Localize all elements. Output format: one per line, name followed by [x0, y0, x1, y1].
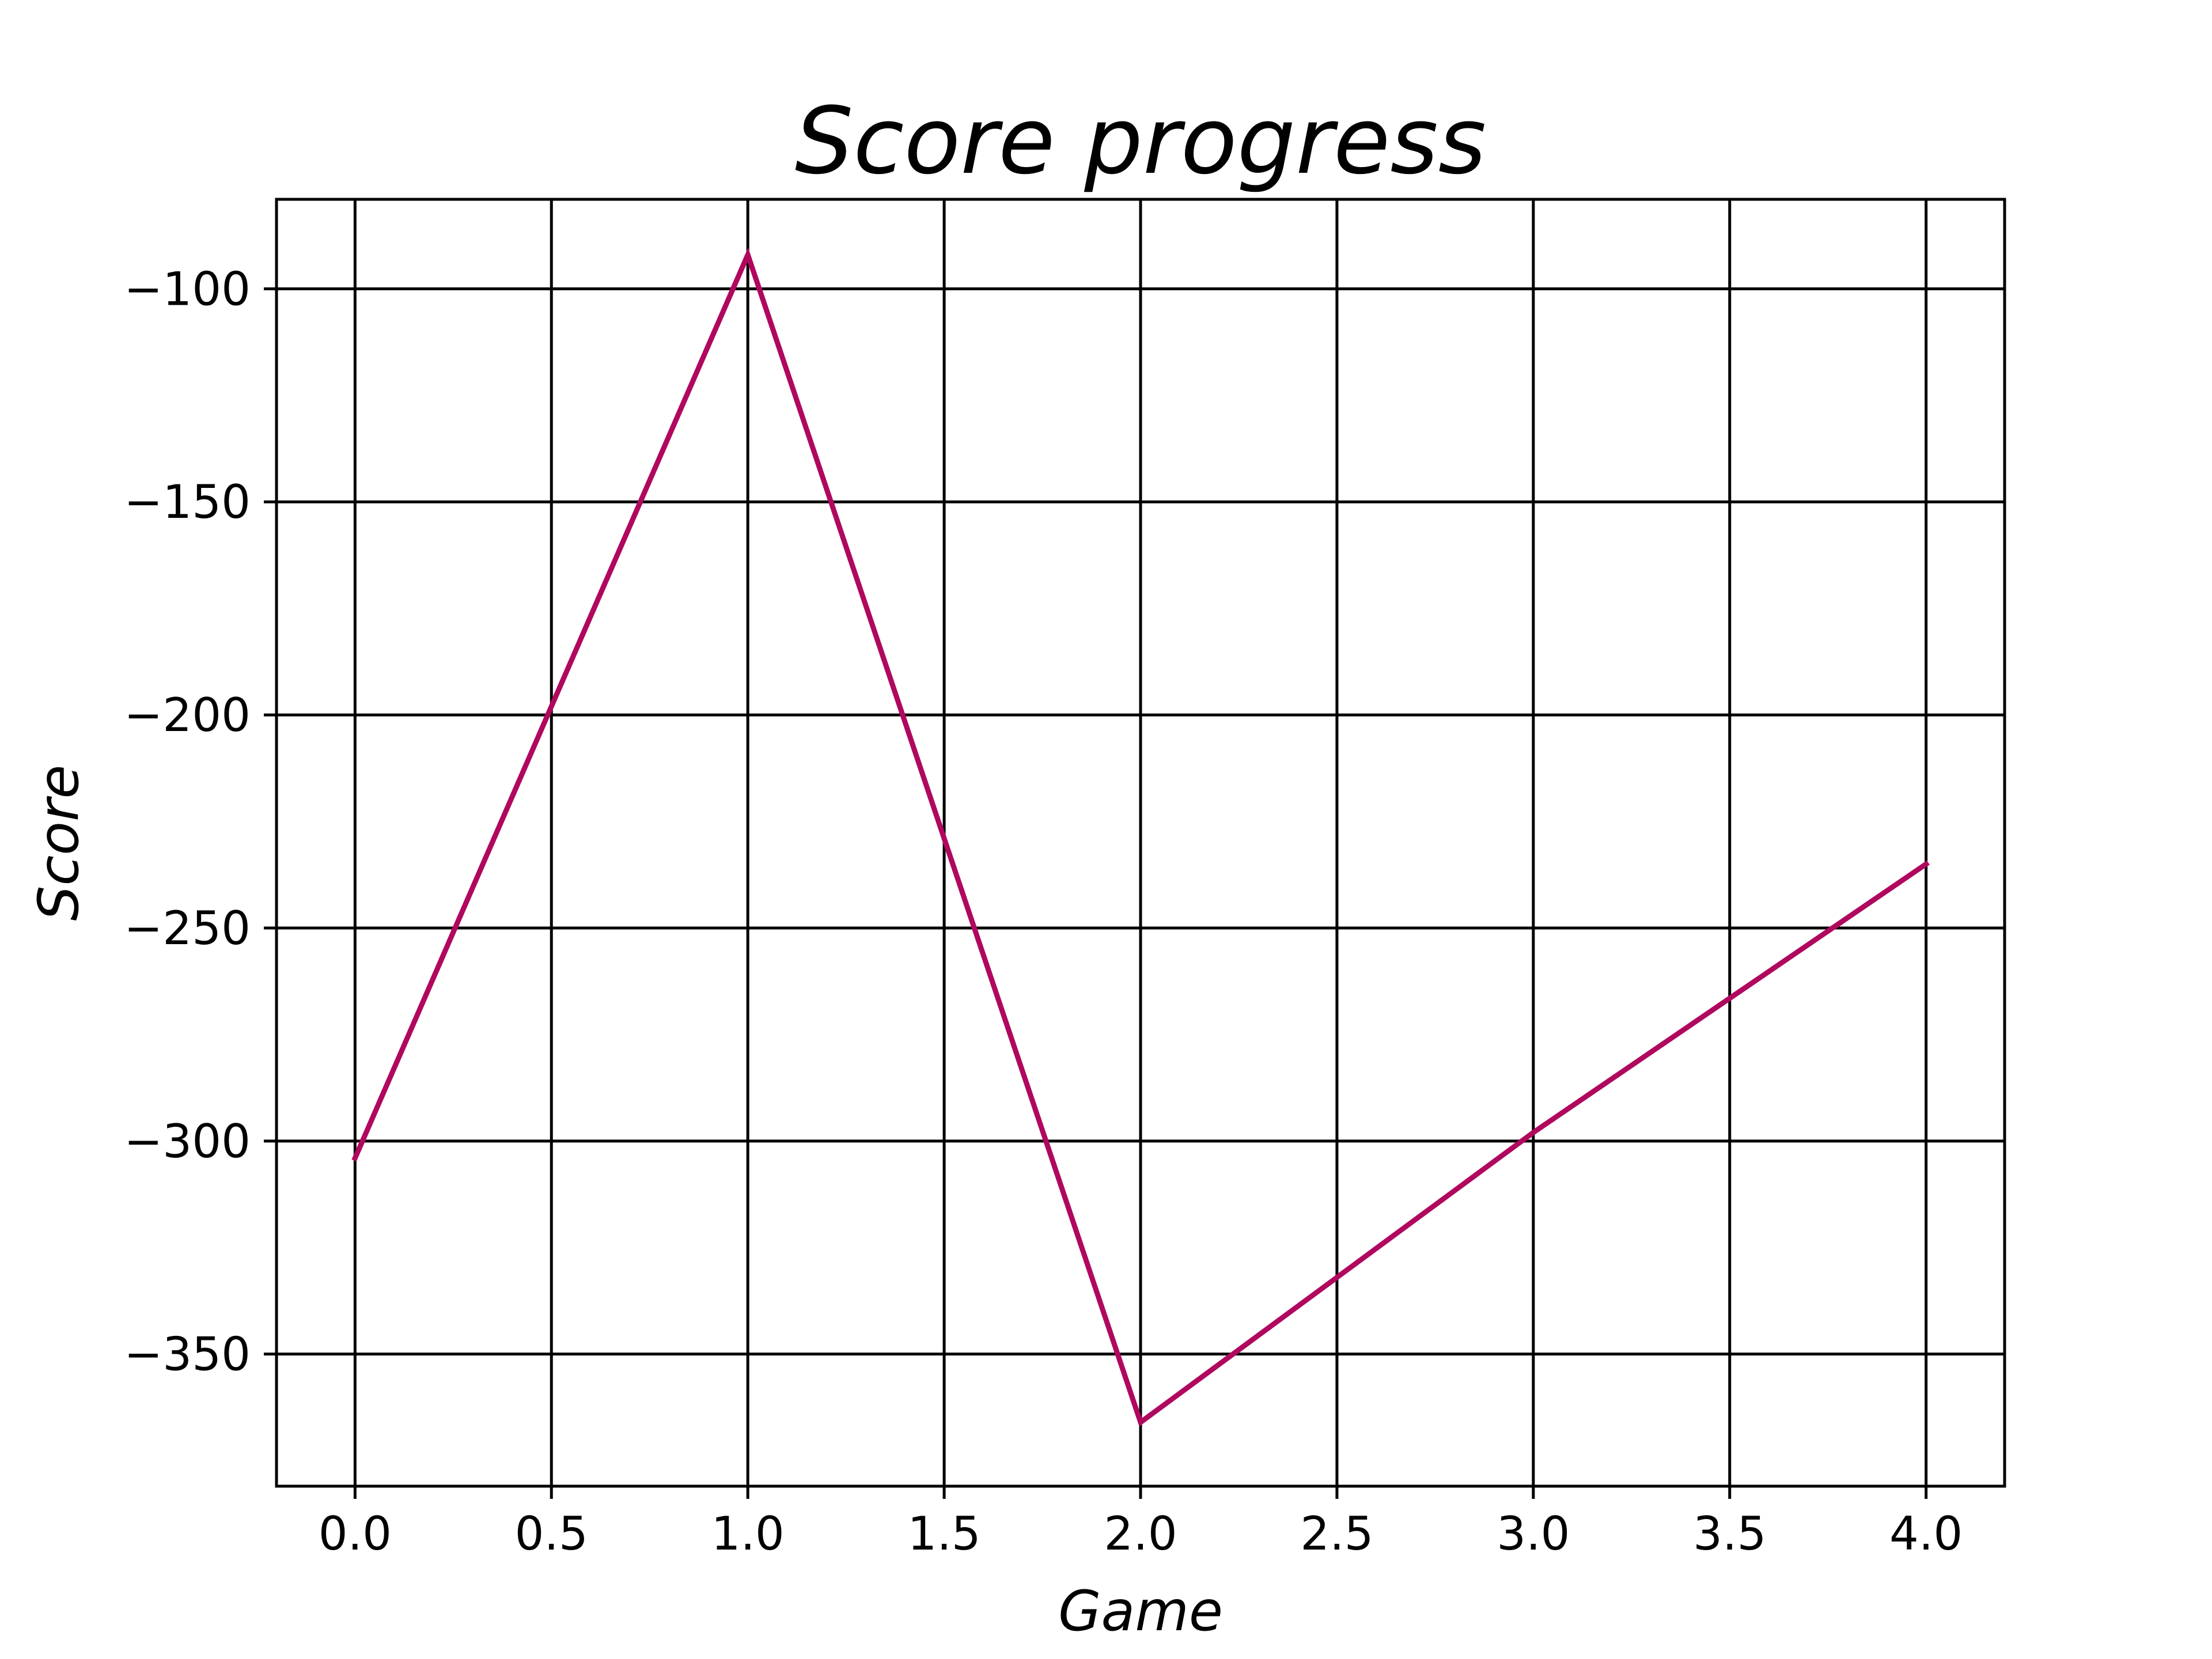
- y-tick-label: −100: [124, 262, 251, 316]
- y-tick-label: −200: [124, 688, 251, 742]
- x-tick-label: 1.0: [711, 1507, 785, 1560]
- x-axis-label: Game: [1058, 1579, 1223, 1643]
- x-tick-label: 2.5: [1300, 1507, 1373, 1560]
- x-tick-label: 0.0: [319, 1507, 392, 1560]
- x-tick-label: 2.0: [1104, 1507, 1177, 1560]
- y-tick-label: −350: [124, 1328, 251, 1381]
- y-tick-label: −250: [124, 902, 251, 955]
- x-tick-label: 1.5: [907, 1507, 980, 1560]
- series-layer: [351, 247, 1930, 1427]
- x-tick-label: 4.0: [1889, 1507, 1963, 1560]
- x-tick-label: 0.5: [515, 1507, 588, 1560]
- y-tick-label: −300: [124, 1115, 251, 1168]
- x-tick-label: 3.5: [1693, 1507, 1766, 1560]
- y-tick-label: −150: [124, 475, 251, 529]
- y-axis-label: Score: [26, 765, 91, 921]
- tick-layer: 0.0 0.5 1.0 1.5 2.0 2.5 3.0 3.5 4.0 −100 −150 −200 −…: [124, 262, 1963, 1560]
- grid-layer: [276, 199, 2005, 1486]
- score-series-line: [351, 247, 1930, 1427]
- x-tick-label: 3.0: [1497, 1507, 1570, 1560]
- chart-title: Score progress: [795, 87, 1486, 195]
